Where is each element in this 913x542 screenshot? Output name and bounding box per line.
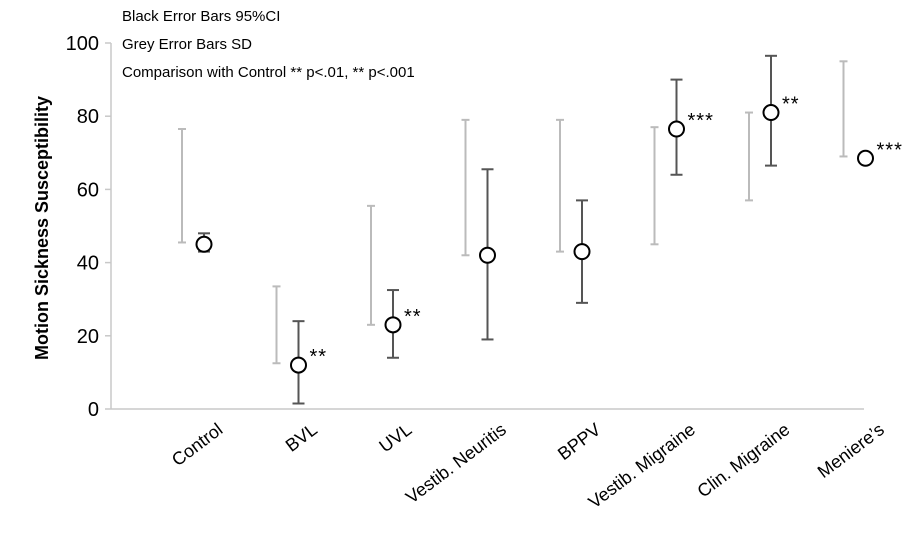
y-tick-label: 60 [77,179,99,201]
mean-marker [857,149,874,167]
x-tick-label: Vestib. Neuritis [402,419,510,507]
note-sd: Grey Error Bars SD [122,36,253,53]
axes [105,42,864,410]
y-tick-label: 40 [77,253,99,275]
y-tick-labels: 0 20 40 60 80 100 [66,33,99,421]
significance-label: ** [404,306,422,328]
significance-labels: ************ [310,94,903,369]
y-tick-label: 100 [66,33,99,55]
significance-label: *** [877,139,903,161]
y-tick-label: 20 [77,326,99,348]
mean-marker [195,235,213,253]
sd-error-bars [178,60,848,365]
significance-label: ** [782,94,800,116]
x-tick-label: Clin. Migraine [693,419,793,501]
mean-marker [479,246,496,264]
y-axis-label: Motion Sickness Susceptibility [32,96,52,360]
x-tick-label: Meniere’s [814,419,888,482]
note-comparison: Comparison with Control ** p<.01, ** p<.… [122,64,415,81]
mean-markers [195,104,874,374]
x-tick-label: BVL [282,419,321,455]
x-tick-label: BPPV [554,419,604,464]
y-tick-label: 80 [77,106,99,128]
note-ci: Black Error Bars 95%CI [122,8,281,25]
mean-marker [290,356,307,374]
mean-marker [762,104,780,122]
mean-marker [573,243,591,261]
x-tick-label: Control [168,419,226,470]
y-tick-label: 0 [88,399,99,421]
significance-label: ** [310,346,328,368]
mean-marker [384,316,402,334]
x-tick-label: UVL [375,419,415,456]
mean-marker [668,120,685,138]
significance-label: *** [688,110,714,132]
